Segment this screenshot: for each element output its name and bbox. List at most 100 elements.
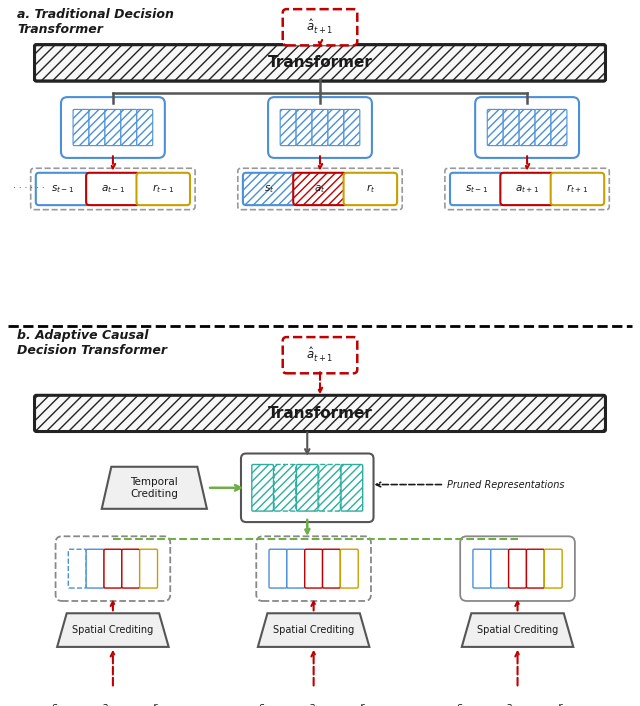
FancyBboxPatch shape <box>68 549 86 588</box>
FancyBboxPatch shape <box>475 97 579 158</box>
FancyBboxPatch shape <box>256 537 371 601</box>
FancyBboxPatch shape <box>252 465 273 511</box>
FancyBboxPatch shape <box>519 109 535 145</box>
FancyBboxPatch shape <box>293 173 347 205</box>
FancyBboxPatch shape <box>440 692 494 706</box>
Polygon shape <box>462 614 573 647</box>
FancyBboxPatch shape <box>122 549 140 588</box>
Text: Transformer: Transformer <box>268 406 372 421</box>
Text: · · · · · ·: · · · · · · <box>13 703 45 706</box>
FancyBboxPatch shape <box>319 465 340 511</box>
FancyBboxPatch shape <box>140 549 157 588</box>
FancyBboxPatch shape <box>241 453 374 522</box>
FancyBboxPatch shape <box>344 109 360 145</box>
FancyBboxPatch shape <box>36 173 90 205</box>
FancyBboxPatch shape <box>450 173 504 205</box>
Text: $r_{t+1}$: $r_{t+1}$ <box>566 183 588 196</box>
Text: $a_{t-1}$: $a_{t-1}$ <box>101 183 125 195</box>
FancyBboxPatch shape <box>36 692 90 706</box>
FancyBboxPatch shape <box>86 173 140 205</box>
FancyBboxPatch shape <box>136 173 190 205</box>
Text: Spatial Crediting: Spatial Crediting <box>477 625 558 635</box>
Text: · · · · · ·: · · · · · · <box>13 184 45 193</box>
Text: $s_{t-1}$: $s_{t-1}$ <box>51 702 74 706</box>
Polygon shape <box>258 614 369 647</box>
FancyBboxPatch shape <box>232 687 396 706</box>
FancyBboxPatch shape <box>551 109 567 145</box>
FancyBboxPatch shape <box>344 173 397 205</box>
FancyBboxPatch shape <box>541 692 595 706</box>
FancyBboxPatch shape <box>283 9 357 45</box>
Text: Temporal
Crediting: Temporal Crediting <box>131 477 179 498</box>
Text: $a_t$: $a_t$ <box>308 702 319 706</box>
FancyBboxPatch shape <box>61 97 165 158</box>
Text: $r_{t+1}$: $r_{t+1}$ <box>557 701 579 706</box>
FancyBboxPatch shape <box>487 109 503 145</box>
FancyBboxPatch shape <box>535 109 551 145</box>
FancyBboxPatch shape <box>35 44 605 81</box>
Text: Spatial Crediting: Spatial Crediting <box>72 625 154 635</box>
FancyBboxPatch shape <box>500 173 554 205</box>
FancyBboxPatch shape <box>473 549 491 588</box>
FancyBboxPatch shape <box>328 109 344 145</box>
FancyBboxPatch shape <box>73 109 89 145</box>
Text: $s_t$: $s_t$ <box>258 702 269 706</box>
FancyBboxPatch shape <box>280 109 296 145</box>
FancyBboxPatch shape <box>460 537 575 601</box>
FancyBboxPatch shape <box>509 549 527 588</box>
FancyBboxPatch shape <box>274 465 296 511</box>
Text: $a_t$: $a_t$ <box>314 183 326 195</box>
FancyBboxPatch shape <box>435 687 600 706</box>
FancyBboxPatch shape <box>491 692 544 706</box>
Polygon shape <box>57 614 169 647</box>
FancyBboxPatch shape <box>35 44 605 81</box>
Text: Spatial Crediting: Spatial Crediting <box>273 625 355 635</box>
FancyBboxPatch shape <box>503 109 519 145</box>
Text: Transformer: Transformer <box>268 55 372 71</box>
FancyBboxPatch shape <box>312 109 328 145</box>
FancyBboxPatch shape <box>243 173 296 205</box>
FancyBboxPatch shape <box>136 692 190 706</box>
FancyBboxPatch shape <box>296 465 318 511</box>
Text: $r_{t-1}$: $r_{t-1}$ <box>152 183 174 196</box>
FancyBboxPatch shape <box>323 549 340 588</box>
FancyBboxPatch shape <box>283 337 357 373</box>
Text: Pruned Representations: Pruned Representations <box>447 479 565 489</box>
FancyBboxPatch shape <box>340 549 358 588</box>
Text: a. Traditional Decision
Transformer: a. Traditional Decision Transformer <box>17 8 174 36</box>
FancyBboxPatch shape <box>296 109 312 145</box>
Text: $\hat{a}_{t+1}$: $\hat{a}_{t+1}$ <box>307 346 333 364</box>
Text: $r_t$: $r_t$ <box>359 701 369 706</box>
FancyBboxPatch shape <box>105 109 121 145</box>
FancyBboxPatch shape <box>89 109 105 145</box>
FancyBboxPatch shape <box>86 692 140 706</box>
FancyBboxPatch shape <box>305 549 323 588</box>
FancyBboxPatch shape <box>550 173 604 205</box>
Text: $a_{t+1}$: $a_{t+1}$ <box>506 702 529 706</box>
FancyBboxPatch shape <box>237 692 290 706</box>
FancyBboxPatch shape <box>544 549 562 588</box>
FancyBboxPatch shape <box>238 168 402 210</box>
Text: $s_{t-1}$: $s_{t-1}$ <box>456 702 479 706</box>
FancyBboxPatch shape <box>341 465 363 511</box>
FancyBboxPatch shape <box>287 549 305 588</box>
Text: $r_t$: $r_t$ <box>365 183 375 196</box>
Text: b. Adaptive Causal
Decision Transformer: b. Adaptive Causal Decision Transformer <box>17 329 167 357</box>
FancyBboxPatch shape <box>35 395 605 431</box>
Text: $s_t$: $s_t$ <box>264 183 275 195</box>
FancyBboxPatch shape <box>31 687 195 706</box>
FancyBboxPatch shape <box>268 97 372 158</box>
Text: $a_{t-1}$: $a_{t-1}$ <box>101 702 125 706</box>
FancyBboxPatch shape <box>527 549 544 588</box>
FancyBboxPatch shape <box>337 692 391 706</box>
Text: $a_{t+1}$: $a_{t+1}$ <box>515 183 539 195</box>
FancyBboxPatch shape <box>104 549 122 588</box>
FancyBboxPatch shape <box>269 549 287 588</box>
Text: $r_{t-1}$: $r_{t-1}$ <box>152 701 174 706</box>
FancyBboxPatch shape <box>31 168 195 210</box>
Text: $\hat{a}_{t+1}$: $\hat{a}_{t+1}$ <box>307 18 333 36</box>
FancyBboxPatch shape <box>491 549 509 588</box>
FancyBboxPatch shape <box>445 168 609 210</box>
Text: $s_{t-1}$: $s_{t-1}$ <box>465 183 488 195</box>
FancyBboxPatch shape <box>56 537 170 601</box>
